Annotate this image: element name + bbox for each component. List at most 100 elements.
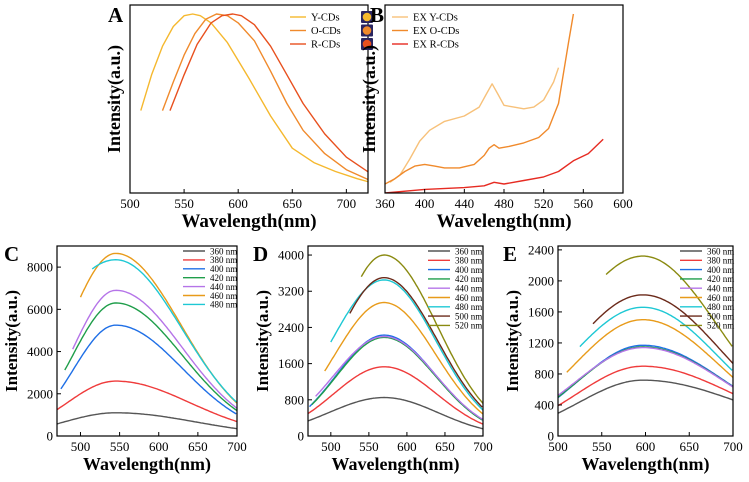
- series-line-440-nm: [72, 289, 237, 409]
- series-line-380-nm: [308, 366, 483, 425]
- legend-label: 420 nm: [210, 273, 237, 283]
- legend-label: 380 nm: [455, 256, 482, 266]
- series-line-440-nm: [558, 346, 733, 396]
- legend-label: 460 nm: [455, 293, 482, 303]
- y-tick-label: 0: [298, 429, 305, 444]
- chart-panel-b: 360 400 440 480 520 560 600 Wavelength(nm) Inten…: [359, 3, 633, 232]
- x-tick-label: 500: [321, 439, 341, 454]
- series-line-ex-o-cds: [385, 13, 575, 185]
- legend-label: 440 nm: [210, 282, 237, 292]
- plot-frame: [307, 245, 484, 437]
- x-tick-label: 650: [283, 196, 303, 211]
- series-line-ex-y-cds: [389, 67, 560, 183]
- x-tick-label: 650: [188, 439, 208, 454]
- x-tick-label: 600: [397, 439, 417, 454]
- y-tick-label: 1200: [528, 335, 554, 350]
- y-tick-label: 1600: [278, 356, 304, 371]
- legend-sample-dot: [362, 12, 372, 22]
- panel-label: D: [253, 242, 268, 266]
- y-axis-label: Intensity(a.u.): [104, 45, 125, 153]
- x-tick-label: 560: [574, 196, 594, 211]
- panel-label: A: [108, 3, 124, 27]
- x-tick-label: 500: [548, 439, 568, 454]
- x-tick-label: 700: [227, 439, 247, 454]
- legend-label: 440 nm: [455, 284, 482, 294]
- panel-label: E: [503, 242, 517, 266]
- legend-label: 400 nm: [455, 265, 482, 275]
- y-axis-label: Intensity(a.u.): [503, 290, 522, 392]
- legend-label: 420 nm: [707, 274, 734, 284]
- legend-label: O-CDs: [311, 26, 341, 37]
- x-tick-label: 480: [494, 196, 514, 211]
- y-tick-label: 0: [548, 429, 555, 444]
- series-line-380-nm: [558, 365, 733, 407]
- legend-label: 360 nm: [707, 246, 734, 256]
- plot-frame: [56, 245, 238, 437]
- x-tick-label: 500: [120, 196, 140, 211]
- series-line-400-nm: [60, 324, 237, 415]
- legend-label: 460 nm: [210, 291, 237, 301]
- series-line-360-nm: [308, 396, 483, 430]
- series-line-y-cds: [140, 13, 368, 183]
- y-tick-label: 2400: [278, 320, 304, 335]
- y-tick-label: 4000: [278, 248, 304, 263]
- series-line-360-nm: [558, 379, 733, 414]
- legend-label: 400 nm: [707, 265, 734, 275]
- legend-sample-dot: [362, 39, 372, 49]
- y-tick-label: 2000: [27, 386, 53, 401]
- series-line-o-cds: [161, 13, 368, 181]
- series-line-500-nm: [349, 277, 483, 408]
- legend: Y-CDs O-CDs R-CDs: [290, 11, 373, 50]
- y-tick-label: 2400: [528, 242, 554, 257]
- x-axis-label: Wavelength(nm): [582, 454, 710, 475]
- series-line-420-nm: [311, 336, 483, 421]
- y-tick-label: 0: [47, 429, 54, 444]
- y-tick-label: 400: [535, 397, 555, 412]
- series-line-480-nm: [330, 279, 483, 411]
- x-tick-label: 400: [415, 196, 435, 211]
- x-tick-label: 550: [110, 439, 130, 454]
- series-line-440-nm: [315, 335, 483, 421]
- series-line-460-nm: [324, 301, 483, 415]
- legend-label: R-CDs: [311, 39, 340, 50]
- legend-label: 380 nm: [707, 256, 734, 266]
- y-tick-label: 4000: [27, 344, 53, 359]
- x-axis-label: Wavelength(nm): [83, 454, 211, 475]
- chart-panel-e: 500 550 600 650 700 0 400 800 1200 1600 2000 2400 Wa…: [503, 242, 743, 475]
- series-line-480-nm: [91, 259, 237, 403]
- y-tick-label: 3200: [278, 284, 304, 299]
- y-tick-label: 800: [535, 366, 555, 381]
- chart-panel-c: 500 550 600 650 700 0 2000 4000 6000 8000 Waveleng…: [2, 242, 247, 475]
- y-tick-label: 6000: [27, 302, 53, 317]
- chart-panel-a: 500 550 600 650 700 Wavelength(nm) Intensity(a…: [104, 3, 373, 232]
- series-line-500-nm: [592, 294, 733, 364]
- legend-label: 480 nm: [707, 302, 734, 312]
- series-line-460-nm: [566, 319, 733, 379]
- y-axis-label: Intensity(a.u.): [359, 45, 380, 153]
- legend-label: EX O-CDs: [413, 26, 459, 37]
- series-line-480-nm: [579, 306, 733, 371]
- legend-label: 360 nm: [210, 246, 237, 256]
- legend-label: EX Y-CDs: [413, 12, 458, 23]
- legend-label: 480 nm: [455, 302, 482, 312]
- panel-label: B: [370, 3, 384, 27]
- legend-label: 520 nm: [707, 321, 734, 331]
- legend-label: 400 nm: [210, 264, 237, 274]
- legend-label: 480 nm: [210, 300, 237, 310]
- x-axis-label: Wavelength(nm): [436, 211, 571, 232]
- legend-label: 420 nm: [455, 274, 482, 284]
- x-tick-label: 550: [592, 439, 612, 454]
- x-tick-label: 700: [337, 196, 357, 211]
- series-line-420-nm: [64, 302, 237, 412]
- legend-label: 460 nm: [707, 293, 734, 303]
- x-axis-label: Wavelength(nm): [332, 454, 460, 475]
- series-line-380-nm: [57, 380, 237, 423]
- x-tick-label: 360: [375, 196, 395, 211]
- legend-label: 520 nm: [455, 321, 482, 331]
- legend-sample-dot: [362, 26, 372, 35]
- legend-label: 380 nm: [210, 255, 237, 265]
